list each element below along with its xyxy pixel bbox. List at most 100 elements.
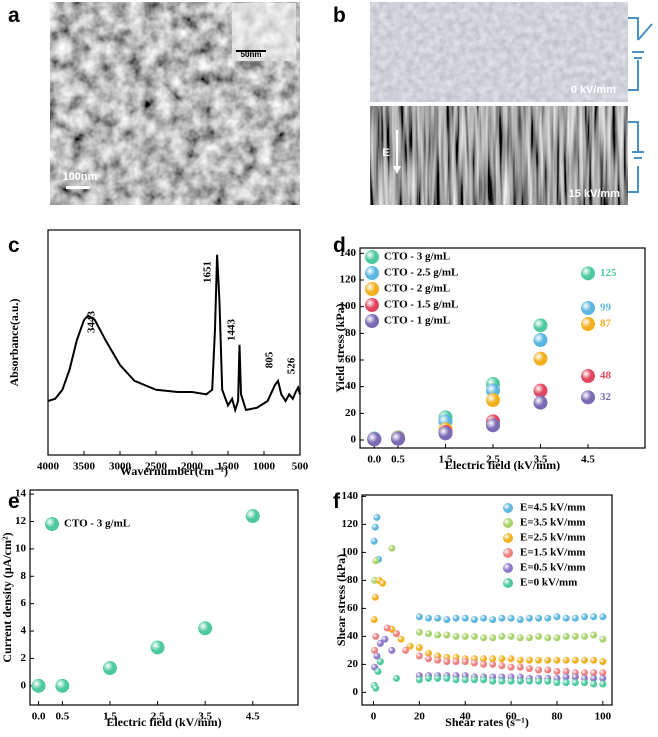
data-point (31, 678, 46, 693)
data-point (498, 614, 506, 622)
legend-label: E=2.5 kV/mm (520, 532, 586, 544)
data-point (533, 333, 548, 347)
legend-marker (503, 563, 513, 573)
x-tick-label: 2000 (181, 461, 204, 473)
x-tick-label: 3.5 (198, 711, 212, 723)
x-tick-label: 20 (414, 711, 426, 723)
y-tick-label: 8 (21, 570, 27, 582)
data-point (470, 676, 478, 684)
data-point (571, 679, 579, 687)
data-point (425, 674, 433, 682)
x-tick-label: 0.0 (32, 711, 46, 723)
data-point (150, 640, 165, 655)
data-point (535, 656, 543, 664)
data-point (562, 656, 570, 664)
data-point (452, 676, 460, 684)
legend-marker (503, 533, 513, 543)
data-point (371, 646, 379, 654)
peak-label: 1651 (202, 261, 214, 283)
data-point (489, 634, 497, 642)
x-tick-label: 1.5 (439, 454, 453, 466)
panel-label: b (333, 4, 346, 27)
data-point (535, 632, 543, 640)
data-point (507, 663, 515, 671)
legend-label: E=1.5 kV/mm (520, 547, 586, 559)
y-tick-label: 140 (342, 490, 359, 502)
data-point (599, 669, 607, 677)
data-point (553, 679, 561, 687)
data-point (498, 677, 506, 685)
data-point (373, 652, 381, 660)
legend-label: CTO - 1.5 g/mL (384, 299, 458, 311)
data-point (372, 557, 380, 565)
legend-label: E=3.5 kV/mm (520, 517, 586, 529)
data-point (498, 632, 506, 640)
data-point (480, 655, 488, 663)
y-tick-label: 12 (15, 515, 27, 527)
y-tick-label: 60 (347, 602, 359, 614)
data-point (507, 677, 515, 685)
data-point (371, 523, 379, 531)
y-tick-label: 100 (342, 546, 359, 558)
panel-label: a (8, 4, 20, 27)
x-tick-label: 3.5 (534, 454, 548, 466)
data-point (599, 613, 607, 621)
data-point (480, 634, 488, 642)
data-point (374, 667, 382, 675)
data-point (590, 613, 598, 621)
data-point (452, 658, 460, 666)
data-point (525, 677, 533, 685)
peak-label: 805 (264, 351, 276, 368)
y-tick-label: 14 (15, 488, 27, 500)
data-point (461, 658, 469, 666)
data-point (367, 432, 382, 447)
data-point (480, 676, 488, 684)
data-point (544, 614, 552, 622)
data-point (581, 317, 595, 331)
data-point (535, 666, 543, 674)
data-point (388, 646, 396, 654)
legend-marker (503, 548, 513, 558)
x-tick-label: 1.5 (103, 711, 117, 723)
x-tick-label: 1500 (217, 461, 240, 473)
legend-label: CTO - 3 g/mL (384, 251, 450, 263)
legend-marker (365, 266, 379, 280)
data-point (525, 614, 533, 622)
y-axis-label: Current density (μA/cm²) (0, 532, 14, 662)
optical-image-off (370, 2, 628, 102)
inset-scale-label: 50nm (241, 50, 262, 59)
spectrum-line (47, 254, 301, 414)
data-point (415, 628, 423, 636)
data-point (489, 655, 497, 663)
y-tick-label: 10 (15, 542, 27, 554)
data-point (434, 656, 442, 664)
x-tick-label: 1000 (253, 461, 276, 473)
x-tick-label: 80 (551, 711, 563, 723)
data-point (590, 669, 598, 677)
data-point (571, 614, 579, 622)
value-label: 32 (600, 391, 612, 403)
x-tick-label: 0.5 (55, 711, 69, 723)
data-point (580, 656, 588, 664)
x-tick-label: 3000 (109, 461, 132, 473)
data-point (581, 390, 595, 405)
y-tick-label: 4 (21, 625, 27, 637)
panel-label: d (333, 234, 346, 257)
plot-frame (29, 489, 299, 706)
panel-label: f (333, 490, 341, 513)
y-tick-label: 20 (345, 407, 357, 419)
x-tick-label: 100 (595, 711, 612, 723)
field-label: E (382, 147, 389, 159)
x-tick-label: 4.5 (246, 711, 260, 723)
y-tick-label: 40 (347, 630, 359, 642)
legend-marker (365, 314, 379, 328)
data-point (470, 632, 478, 640)
data-point (388, 544, 396, 552)
y-tick-label: 100 (340, 300, 357, 312)
x-tick-label: 2.5 (151, 711, 165, 723)
scale-label: 100nm (63, 171, 98, 183)
data-point (489, 677, 497, 685)
value-label: 87 (600, 318, 612, 330)
value-label: 125 (600, 267, 617, 279)
